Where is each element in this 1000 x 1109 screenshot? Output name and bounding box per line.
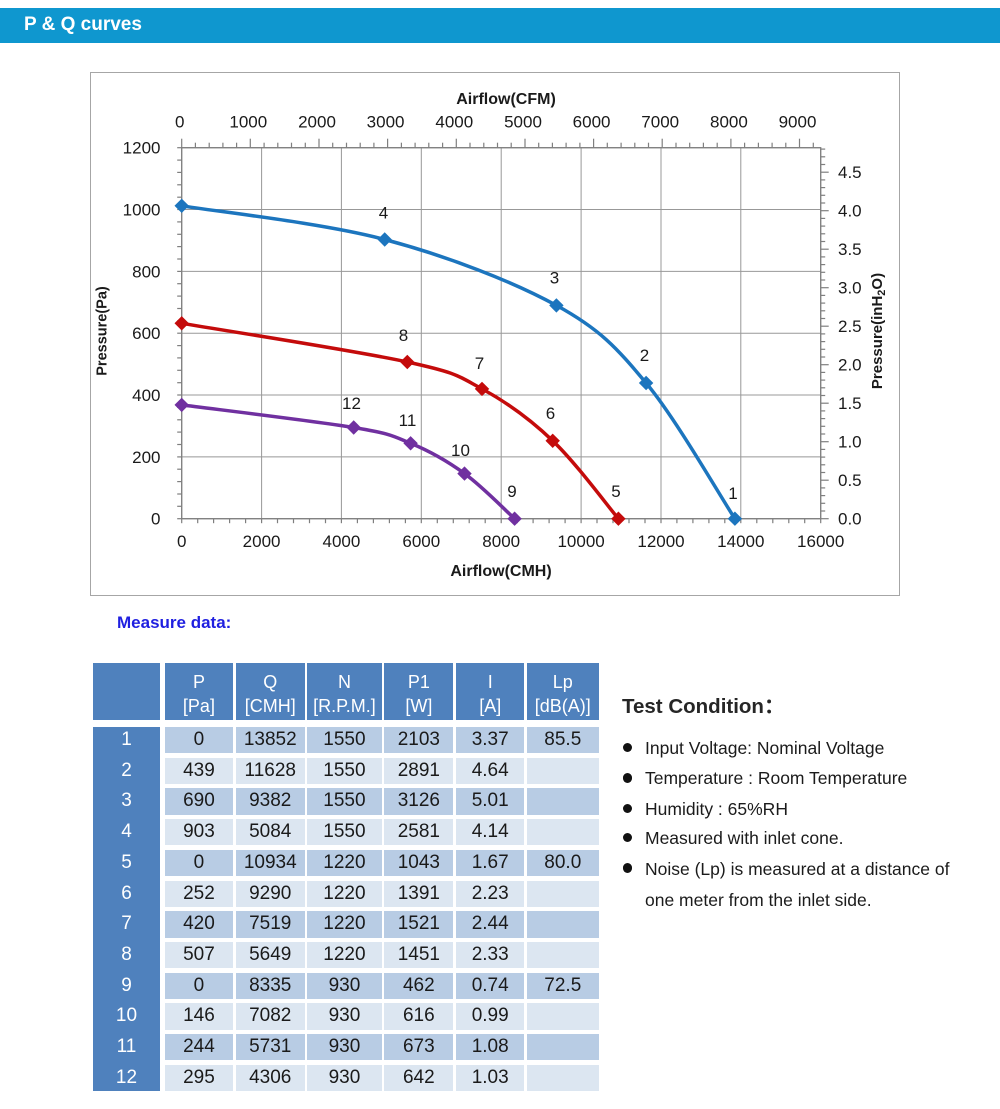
svg-text:12000: 12000 (637, 532, 684, 551)
svg-text:11: 11 (399, 411, 417, 430)
svg-text:Airflow(CMH): Airflow(CMH) (450, 563, 551, 580)
svg-text:0: 0 (175, 113, 184, 132)
svg-text:7000: 7000 (641, 113, 679, 132)
svg-text:10: 10 (451, 441, 470, 460)
svg-text:9: 9 (507, 482, 516, 501)
svg-text:2000: 2000 (243, 532, 281, 551)
svg-text:4.0: 4.0 (838, 202, 862, 221)
svg-text:2000: 2000 (298, 113, 336, 132)
svg-text:0.5: 0.5 (838, 471, 862, 490)
svg-text:0: 0 (177, 532, 186, 551)
svg-text:200: 200 (132, 448, 160, 467)
svg-text:14000: 14000 (717, 532, 764, 551)
svg-text:3.0: 3.0 (838, 279, 862, 298)
svg-text:600: 600 (132, 324, 160, 343)
svg-text:4: 4 (379, 204, 388, 223)
svg-text:3.5: 3.5 (838, 240, 862, 259)
svg-text:Pressure(Pa): Pressure(Pa) (95, 286, 111, 376)
svg-text:4.5: 4.5 (838, 163, 862, 182)
svg-text:9000: 9000 (779, 113, 817, 132)
svg-text:1.0: 1.0 (838, 433, 862, 452)
svg-text:3000: 3000 (367, 113, 405, 132)
svg-text:5: 5 (611, 482, 620, 501)
svg-text:6: 6 (546, 404, 555, 423)
svg-text:16000: 16000 (797, 532, 844, 551)
svg-text:3: 3 (550, 269, 559, 288)
svg-text:0.0: 0.0 (838, 510, 862, 529)
svg-text:12: 12 (342, 394, 361, 413)
svg-text:1: 1 (728, 484, 737, 503)
svg-text:5000: 5000 (504, 113, 542, 132)
svg-text:1.5: 1.5 (838, 394, 862, 413)
svg-text:Pressure(inH2O): Pressure(inH2O) (869, 273, 888, 389)
svg-text:1200: 1200 (123, 139, 161, 158)
svg-text:1000: 1000 (123, 200, 161, 219)
svg-text:8: 8 (399, 326, 408, 345)
svg-text:Airflow(CFM): Airflow(CFM) (456, 91, 556, 108)
svg-text:6000: 6000 (573, 113, 611, 132)
svg-text:1000: 1000 (229, 113, 267, 132)
svg-text:2.5: 2.5 (838, 317, 862, 336)
svg-text:2: 2 (640, 346, 649, 365)
svg-text:10000: 10000 (557, 532, 604, 551)
svg-text:7: 7 (475, 354, 484, 373)
svg-text:800: 800 (132, 262, 160, 281)
svg-text:400: 400 (132, 386, 160, 405)
svg-text:4000: 4000 (322, 532, 360, 551)
svg-text:6000: 6000 (402, 532, 440, 551)
svg-text:2.0: 2.0 (838, 356, 862, 375)
svg-text:8000: 8000 (710, 113, 748, 132)
svg-text:4000: 4000 (435, 113, 473, 132)
svg-text:8000: 8000 (482, 532, 520, 551)
svg-text:0: 0 (151, 510, 160, 529)
